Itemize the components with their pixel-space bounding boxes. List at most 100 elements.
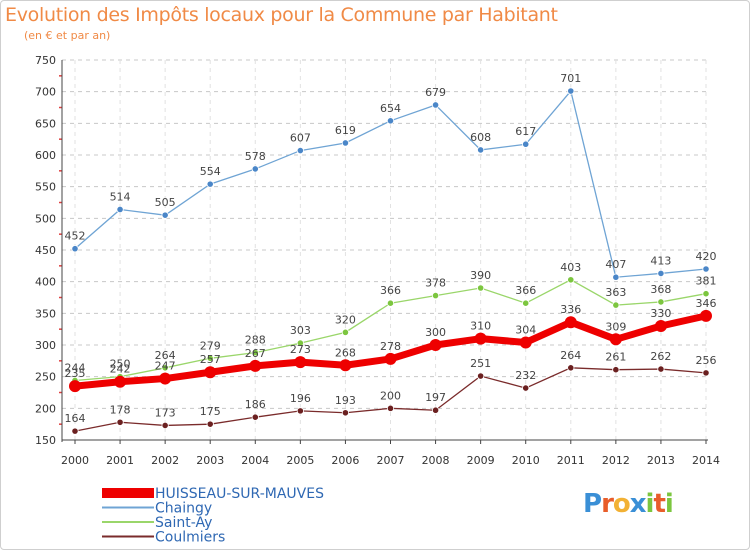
y-tick-label: 200 [35,402,56,415]
data-point [567,87,575,95]
data-label: 175 [200,405,221,418]
data-point [612,273,620,281]
data-point [249,359,262,372]
data-point [657,365,665,373]
y-tick-label: 250 [35,371,56,384]
data-point [700,309,712,322]
data-label: 390 [470,269,491,282]
data-point [204,366,217,379]
x-tick-label: 2014 [692,454,720,467]
data-label: 403 [560,261,581,274]
data-label: 251 [470,357,491,370]
legend-swatch [102,488,154,498]
data-point [431,406,440,414]
data-point [654,320,667,332]
data-label: 232 [515,369,536,382]
data-label: 309 [605,320,626,333]
y-tick-label: 700 [35,86,56,99]
data-label: 407 [605,258,626,271]
data-point [116,205,124,214]
x-tick-label: 2008 [422,454,450,467]
y-tick-label: 600 [35,149,56,162]
data-point [612,301,620,309]
data-label: 264 [560,349,581,362]
data-label: 196 [290,392,311,405]
legend-label: Chaingy [155,501,212,517]
data-label: 278 [380,340,401,353]
data-label: 244 [65,361,86,374]
data-point [341,328,350,336]
data-label: 363 [605,286,626,299]
data-point [702,265,710,273]
data-label: 256 [696,354,717,367]
data-point [431,291,440,300]
y-tick-label: 350 [35,307,56,320]
data-label: 554 [200,165,221,178]
y-tick-label: 450 [35,244,56,257]
data-label: 268 [335,346,356,359]
data-label: 242 [110,363,131,376]
data-label: 300 [425,326,446,339]
data-point [429,339,442,351]
data-label: 257 [200,353,221,366]
data-point [161,211,169,219]
data-label: 310 [470,320,491,333]
data-label: 607 [290,132,311,145]
data-label: 578 [245,150,266,163]
chart-title: Evolution des Impôts locaux pour la Comm… [5,4,558,26]
data-label: 346 [696,297,717,310]
data-point [161,364,169,372]
data-label: 235 [65,367,86,380]
x-tick-label: 2012 [602,454,630,467]
x-tick-label: 2000 [61,454,89,467]
data-label: 200 [380,389,401,402]
data-point [657,298,665,306]
data-point [341,139,350,147]
legend-label: Coulmiers [155,530,225,546]
data-label: 320 [335,313,356,326]
data-point [159,372,172,385]
data-label: 452 [65,230,86,243]
data-label: 608 [470,131,491,144]
data-label: 193 [335,394,356,407]
data-point [296,407,304,415]
data-point [477,146,485,154]
data-point [567,364,575,372]
x-tick-label: 2002 [151,454,179,467]
data-label: 381 [696,275,717,288]
data-label: 336 [560,303,581,316]
data-label: 261 [605,351,626,364]
data-label: 288 [245,334,266,347]
data-label: 366 [380,284,401,297]
data-point [386,404,395,412]
data-label: 304 [515,323,536,336]
data-label: 164 [65,412,86,425]
y-tick-label: 300 [35,339,56,352]
data-point [251,165,259,173]
data-point [71,427,79,435]
data-label: 679 [425,86,446,99]
data-label: 366 [515,284,536,297]
data-label: 250 [110,358,131,371]
data-label: 186 [245,398,266,411]
data-label: 378 [425,277,446,290]
data-label: 173 [155,406,176,419]
y-tick-label: 500 [35,212,56,225]
data-label: 267 [245,347,266,360]
x-tick-label: 2006 [331,454,359,467]
data-label: 178 [110,403,131,416]
x-tick-label: 2004 [241,454,269,467]
data-point [114,375,127,388]
data-point [477,284,485,292]
data-point [431,101,440,109]
data-point [657,269,665,278]
y-tick-label: 550 [35,181,56,194]
data-point [522,140,530,148]
data-point [384,352,397,365]
data-label: 262 [650,350,671,363]
data-label: 701 [560,72,581,85]
data-point [296,339,304,347]
data-point [386,117,395,125]
legend-label: HUISSEAU-SUR-MAUVES [155,486,324,502]
data-label: 654 [380,102,401,115]
